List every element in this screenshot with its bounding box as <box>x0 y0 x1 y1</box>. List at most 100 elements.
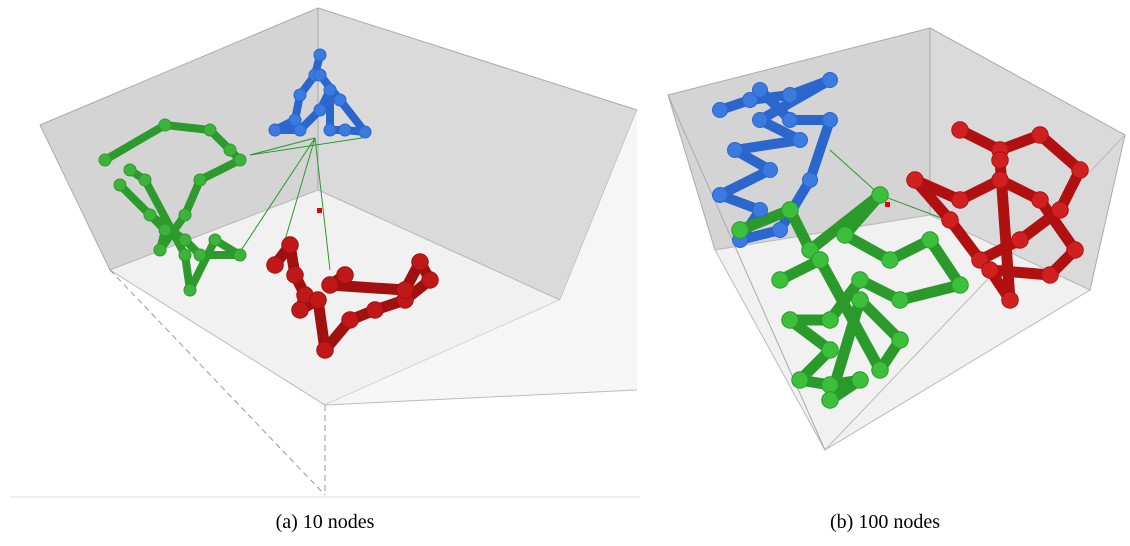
node <box>179 249 191 261</box>
node <box>144 209 156 221</box>
node <box>124 164 136 176</box>
node <box>224 144 236 156</box>
node <box>310 292 327 309</box>
node <box>422 272 439 289</box>
node <box>322 277 339 294</box>
node <box>823 73 838 88</box>
node <box>314 104 326 116</box>
node <box>837 227 854 244</box>
node <box>823 113 838 128</box>
node <box>1012 232 1029 249</box>
node <box>952 122 969 139</box>
node <box>1032 127 1049 144</box>
node <box>892 332 909 349</box>
node <box>317 342 334 359</box>
node <box>822 377 839 394</box>
node <box>852 272 869 289</box>
node <box>922 232 939 249</box>
node <box>339 124 351 136</box>
node <box>194 249 206 261</box>
node <box>179 234 191 246</box>
node <box>1052 202 1069 219</box>
panel-a <box>10 8 640 497</box>
node <box>154 244 166 256</box>
page: (a) 10 nodes (b) 100 nodes (() => { cons… <box>0 0 1130 546</box>
node <box>783 88 798 103</box>
node <box>1042 267 1059 284</box>
node <box>342 312 359 329</box>
node <box>952 192 969 209</box>
node <box>194 174 206 186</box>
node <box>1002 292 1019 309</box>
node <box>882 252 899 269</box>
node <box>872 362 889 379</box>
node <box>209 234 221 246</box>
node <box>314 49 326 61</box>
node <box>852 292 869 309</box>
node <box>772 272 789 289</box>
node <box>907 172 924 189</box>
caption: (b) 100 nodes <box>830 511 940 533</box>
node <box>763 163 778 178</box>
node <box>179 209 191 221</box>
node <box>992 172 1009 189</box>
node <box>822 312 839 329</box>
node <box>782 202 799 219</box>
node <box>792 372 809 389</box>
node <box>337 267 354 284</box>
node <box>713 188 728 203</box>
node <box>324 124 336 136</box>
node <box>1067 242 1084 259</box>
node <box>184 284 196 296</box>
node <box>114 179 126 191</box>
node <box>269 124 281 136</box>
node <box>753 83 768 98</box>
node <box>822 392 839 409</box>
node <box>267 257 284 274</box>
figure: (a) 10 nodes (b) 100 nodes <box>0 0 1130 546</box>
node <box>753 113 768 128</box>
node <box>397 282 414 299</box>
node <box>753 203 768 218</box>
node <box>822 342 839 359</box>
node <box>282 237 299 254</box>
node <box>334 94 346 106</box>
node <box>292 302 309 319</box>
node <box>367 302 384 319</box>
center-marker <box>317 208 322 213</box>
node <box>412 254 429 271</box>
node <box>892 292 909 309</box>
node <box>1072 162 1089 179</box>
node <box>159 224 171 236</box>
node <box>852 372 869 389</box>
node <box>942 212 959 229</box>
node <box>1032 192 1049 209</box>
node <box>872 187 889 204</box>
node <box>773 223 788 238</box>
node <box>728 143 743 158</box>
node <box>99 154 111 166</box>
node <box>139 174 151 186</box>
node <box>952 277 969 294</box>
node <box>234 249 246 261</box>
node <box>359 126 371 138</box>
node <box>314 69 326 81</box>
node <box>287 267 304 284</box>
node <box>793 133 808 148</box>
node <box>234 154 246 166</box>
node <box>324 84 336 96</box>
node <box>294 89 306 101</box>
panel-b <box>668 28 1125 450</box>
center-marker <box>885 202 890 207</box>
node <box>294 124 306 136</box>
node <box>204 124 216 136</box>
node <box>732 222 749 239</box>
node <box>803 173 818 188</box>
node <box>982 262 999 279</box>
node <box>783 113 798 128</box>
caption: (a) 10 nodes <box>276 511 375 533</box>
node <box>992 152 1009 169</box>
node <box>812 252 829 269</box>
node <box>159 119 171 131</box>
node <box>713 103 728 118</box>
